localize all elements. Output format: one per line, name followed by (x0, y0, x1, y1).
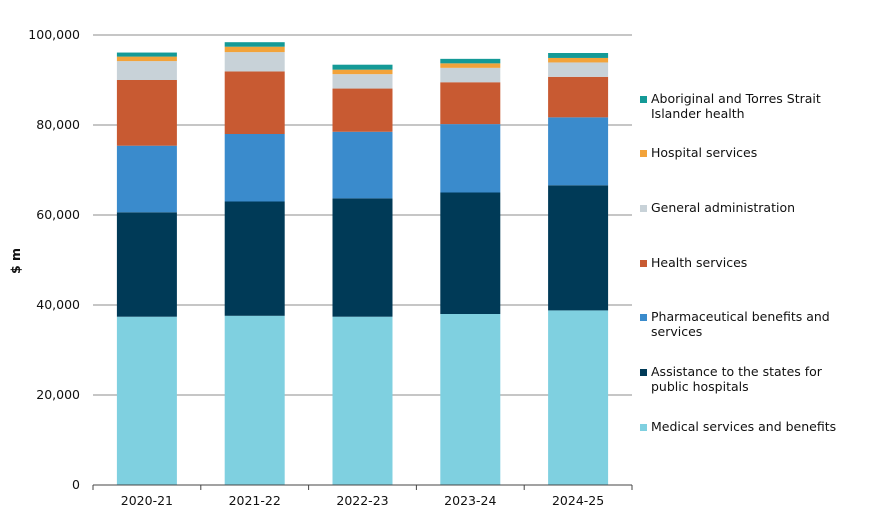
bar-segment (332, 69, 393, 75)
legend-swatch (640, 314, 647, 321)
y-tick-label: 0 (72, 477, 80, 492)
bar-segment (548, 57, 609, 63)
bar-segment (332, 88, 393, 132)
legend-swatch (640, 96, 647, 103)
bar-segment (332, 74, 393, 89)
bar-segment (332, 64, 393, 70)
x-tick-label: 2024-25 (552, 493, 604, 508)
y-tick-label: 20,000 (36, 387, 80, 402)
bar-segment (116, 56, 177, 62)
y-axis-label: $ m (8, 248, 23, 274)
bar-segment (440, 58, 501, 64)
bar-segment (548, 117, 609, 186)
bar-segment (224, 201, 285, 316)
legend-swatch (640, 369, 647, 376)
legend-label: Pharmaceutical benefits and services (651, 309, 830, 339)
bar-segment (548, 185, 609, 311)
bar-segment (224, 42, 285, 47)
x-tick-label: 2023-24 (444, 493, 496, 508)
bar-segment (548, 310, 609, 485)
bar-segment (332, 131, 393, 199)
legend-label: Assistance to the states for public hospi… (651, 364, 823, 394)
legend-label: Hospital services (651, 145, 757, 160)
y-tick-label: 40,000 (36, 297, 80, 312)
bar-segment (116, 212, 177, 317)
x-tick-label: 2020-21 (121, 493, 173, 508)
bar-segment (332, 316, 393, 485)
bar-segment (440, 314, 501, 485)
bar-segment (440, 63, 501, 68)
bar-segment (332, 198, 393, 317)
bar-segment (224, 52, 285, 72)
legend-label: Health services (651, 255, 747, 270)
bars (116, 42, 609, 485)
bar-segment (440, 82, 501, 125)
bar-segment (116, 80, 177, 146)
legend-swatch (640, 205, 647, 212)
bar-segment (548, 53, 609, 58)
bar-segment (224, 134, 285, 202)
x-tick-label: 2022-23 (336, 493, 388, 508)
y-tick-label: 100,000 (28, 27, 80, 42)
legend: Aboriginal and Torres Strait Islander hea… (640, 91, 836, 434)
bar-segment (224, 315, 285, 485)
legend-label: General administration (651, 200, 795, 215)
legend-swatch (640, 150, 647, 157)
x-axis-ticks: 2020-21 2021-22 2022-23 2023-24 2024-25 (92, 485, 633, 508)
bar-segment (116, 316, 177, 485)
x-tick-label: 2021-22 (229, 493, 281, 508)
legend-label: Aboriginal and Torres Strait Islander hea… (651, 91, 821, 121)
bar-segment (116, 52, 177, 57)
y-tick-label: 80,000 (36, 117, 80, 132)
legend-swatch (640, 260, 647, 267)
y-axis-ticks: 0 20,000 40,000 60,000 80,000 100,000 (28, 27, 80, 492)
legend-swatch (640, 424, 647, 431)
bar-segment (548, 62, 609, 77)
bar-segment (116, 145, 177, 213)
bar-segment (440, 124, 501, 193)
bar-segment (116, 61, 177, 80)
bar-segment (224, 71, 285, 134)
bar-segment (548, 76, 609, 118)
bar-segment (224, 46, 285, 53)
y-tick-label: 60,000 (36, 207, 80, 222)
bar-segment (440, 67, 501, 83)
bar-segment (440, 192, 501, 314)
legend-label: Medical services and benefits (651, 419, 836, 434)
